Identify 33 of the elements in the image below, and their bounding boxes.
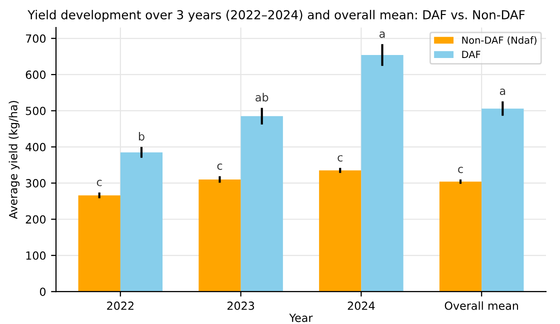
data-label: c xyxy=(458,166,463,174)
chart-title: Yield development over 3 years (2022–2024) and overall mean: DAF vs. Non-DAF xyxy=(28,10,525,22)
bar xyxy=(482,108,524,292)
bar xyxy=(319,170,362,292)
y-tick-label: 700 xyxy=(26,34,46,43)
y-tick-label: 300 xyxy=(26,179,46,188)
x-tick-label: 2023 xyxy=(227,302,254,310)
data-label: a xyxy=(380,31,385,38)
bar xyxy=(120,152,163,292)
y-tick-label: 200 xyxy=(26,215,46,224)
x-tick-label: Overall mean xyxy=(444,301,518,310)
bar xyxy=(78,195,120,292)
data-label: a xyxy=(500,88,506,96)
bar xyxy=(198,179,241,292)
x-tick-label: 2024 xyxy=(348,302,375,310)
x-tick-label: 2022 xyxy=(107,302,134,310)
bar xyxy=(240,116,283,292)
y-tick-label: 0 xyxy=(40,288,46,296)
legend-label: DAF xyxy=(462,50,480,58)
legend-label: Non-DAF (Ndaf) xyxy=(462,36,536,45)
data-label: b xyxy=(138,132,144,141)
bar xyxy=(361,55,404,292)
y-axis-title: Average yield (kg/ha) xyxy=(8,100,20,220)
y-tick-label: 600 xyxy=(26,70,46,79)
bar xyxy=(439,182,482,292)
data-label: c xyxy=(338,155,342,162)
y-tick-label: 400 xyxy=(26,142,46,152)
data-label: c xyxy=(96,180,102,186)
y-tick-label: 500 xyxy=(26,106,46,116)
data-label: ab xyxy=(256,92,268,102)
data-label: c xyxy=(217,164,222,170)
x-axis-title: Year xyxy=(289,314,313,322)
y-tick-label: 100 xyxy=(26,251,46,260)
